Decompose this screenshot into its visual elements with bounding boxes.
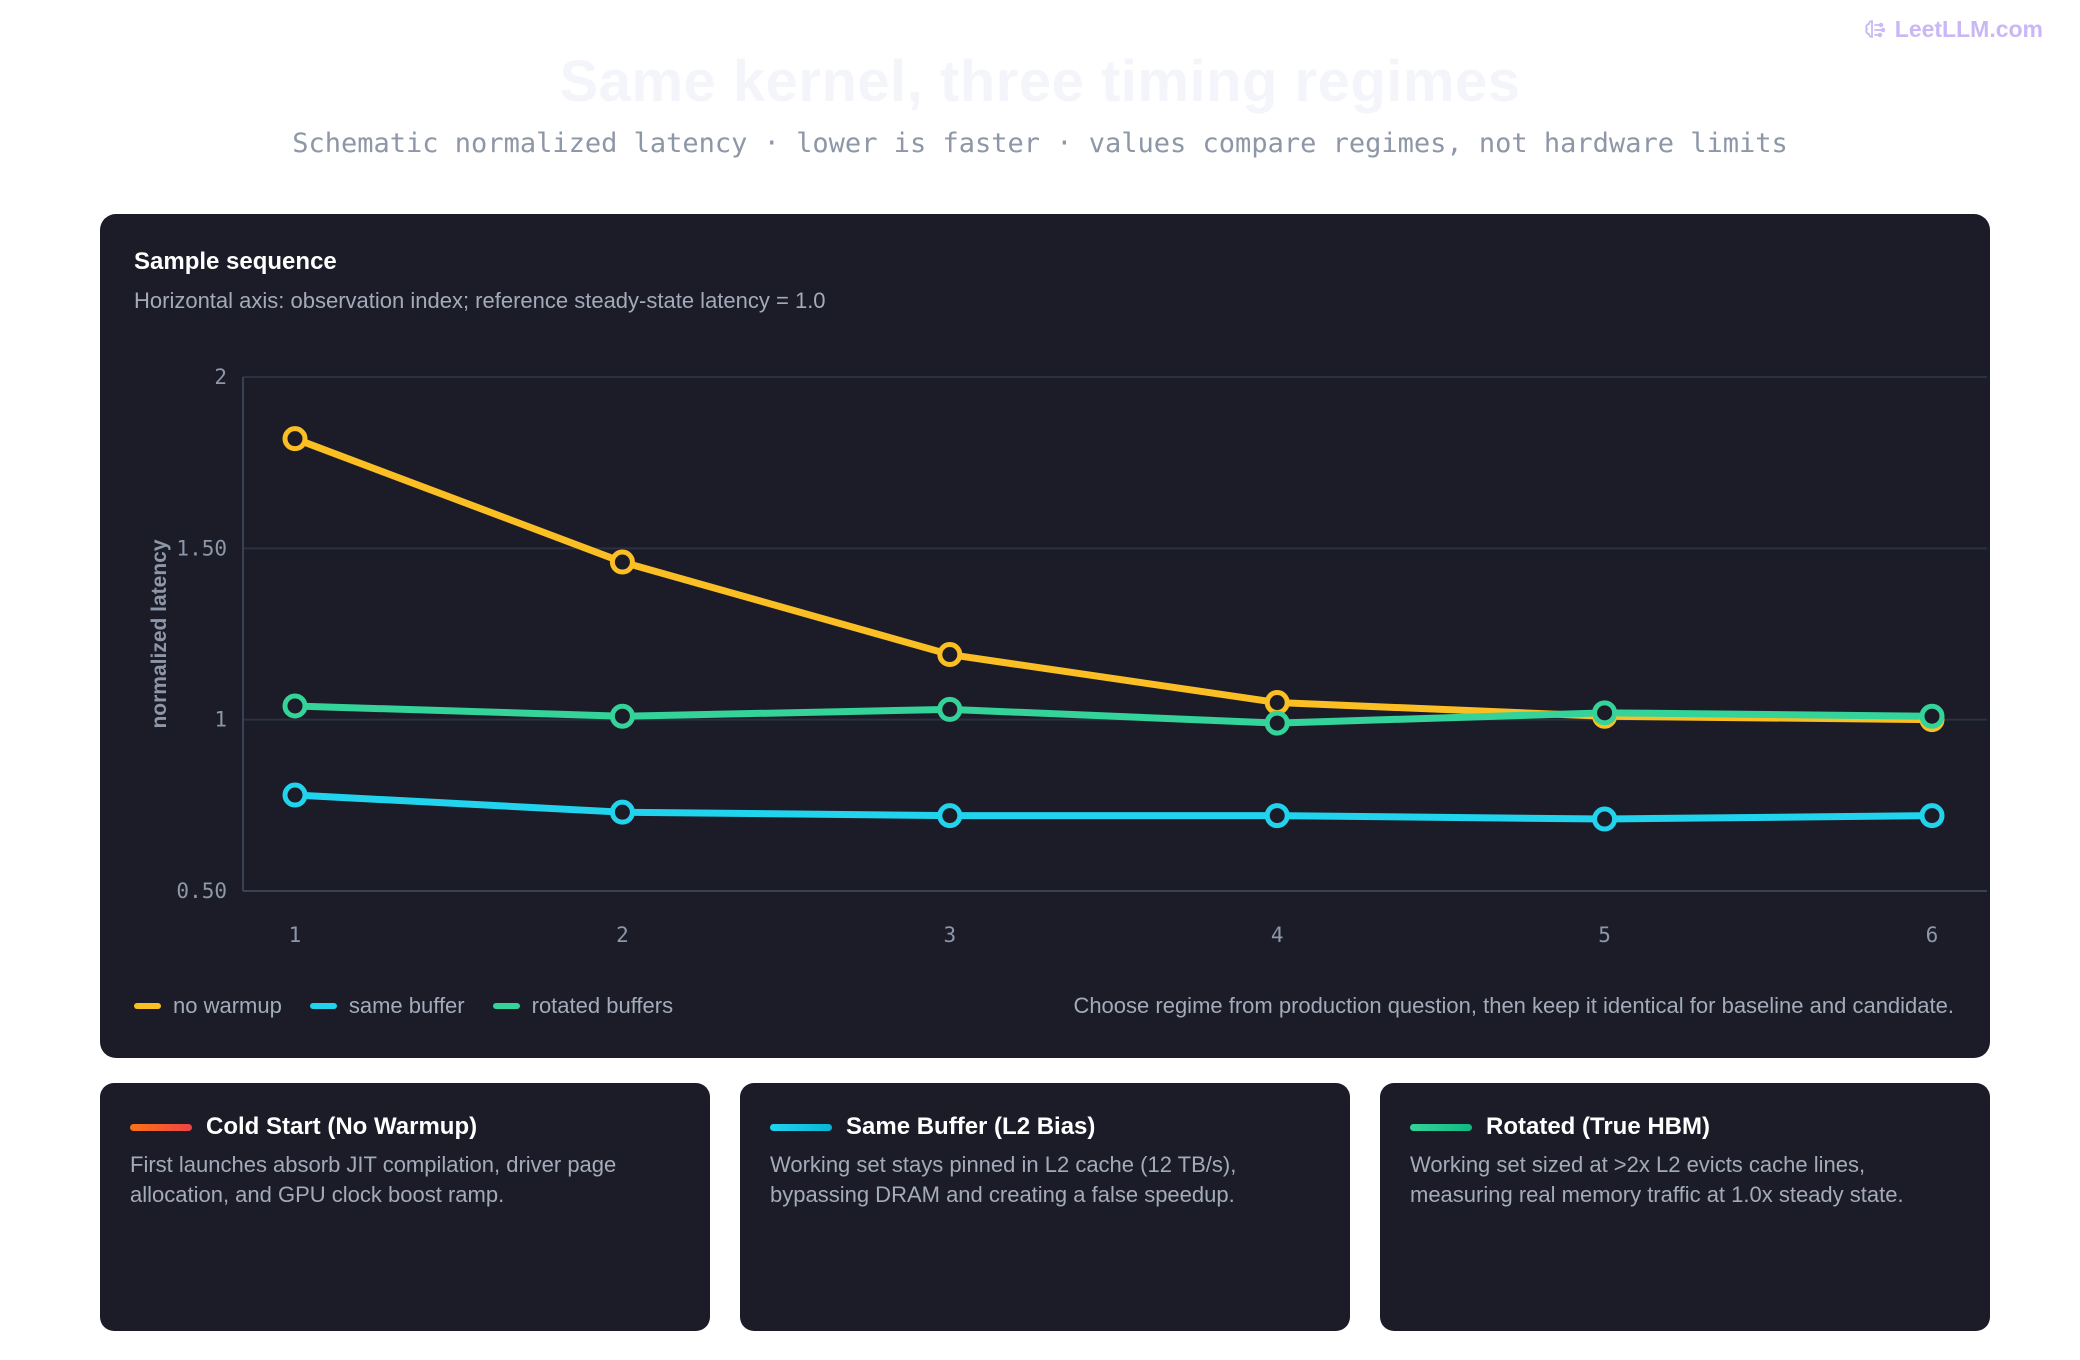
data-point (1264, 803, 1290, 829)
brain-icon (1865, 19, 1885, 38)
series-line (291, 435, 1936, 724)
legend-swatch (492, 1003, 520, 1009)
card-title: Same Buffer (L2 Bias) (846, 1113, 1096, 1140)
series-line (291, 791, 1936, 823)
x-tick-label: 1 (289, 923, 302, 947)
chart-panel: Sample sequence Horizontal axis: observa… (100, 214, 1990, 1058)
legend-label: rotated buffers (531, 993, 674, 1018)
data-point (1919, 803, 1945, 829)
y-tick-label: 1.50 (176, 536, 227, 560)
card-title: Cold Start (No Warmup) (206, 1113, 478, 1140)
card-text-line: bypassing DRAM and creating a false spee… (770, 1182, 1235, 1207)
card-text-line: measuring real memory traffic at 1.0x st… (1410, 1182, 1904, 1207)
data-point (609, 799, 635, 825)
x-tick-label: 3 (943, 923, 956, 947)
brand-logo[interactable]: LeetLLM.com (1863, 16, 2043, 43)
legend-swatch (134, 1003, 161, 1009)
legend-item: same buffer (309, 993, 465, 1019)
chart-legend: no warmup same buffer rotated buffers (134, 993, 673, 1019)
data-point (937, 642, 963, 668)
y-tick-label: 0.50 (176, 879, 227, 903)
card-rotated: Rotated (True HBM) Working set sized at … (1380, 1083, 1990, 1331)
data-point (937, 803, 963, 829)
data-point (282, 693, 308, 719)
line-chart: 0.50 1 1.50 2 1 2 3 4 5 6 normalized latency (148, 365, 1987, 947)
chart-note: Choose regime from production question, … (1073, 993, 1954, 1018)
y-axis-label: normalized latency (148, 539, 171, 728)
card-text-line: Working set sized at >2x L2 evicts cache… (1410, 1152, 1866, 1177)
y-tick-label: 1 (214, 708, 227, 732)
chart-title: Sample sequence (134, 248, 337, 275)
x-tick-label: 2 (616, 923, 629, 947)
card-same-buffer: Same Buffer (L2 Bias) Working set stays … (740, 1083, 1350, 1331)
card-cold-start: Cold Start (No Warmup) First launches ab… (100, 1083, 710, 1331)
card-description: Working set stays pinned in L2 cache (12… (770, 1150, 1325, 1210)
y-tick-label: 2 (214, 365, 227, 389)
series-line (291, 702, 1936, 727)
x-tick-label: 5 (1598, 923, 1611, 947)
chart-subtitle: Horizontal axis: observation index; refe… (134, 288, 826, 313)
card-color-bar (130, 1123, 192, 1131)
x-tick-label: 6 (1926, 923, 1939, 947)
card-description: First launches absorb JIT compilation, d… (130, 1150, 685, 1210)
page-title: Same kernel, three timing regimes (559, 49, 1521, 114)
legend-label: same buffer (348, 993, 465, 1018)
card-text-line: First launches absorb JIT compilation, d… (130, 1152, 617, 1177)
data-point (1919, 703, 1945, 729)
card-description: Working set sized at >2x L2 evicts cache… (1410, 1150, 1965, 1210)
card-text-line: allocation, and GPU clock boost ramp. (130, 1182, 505, 1207)
legend-item: rotated buffers (492, 993, 674, 1019)
data-point (609, 703, 635, 729)
card-color-bar (1410, 1123, 1472, 1131)
data-point (282, 782, 308, 808)
data-point (1264, 710, 1290, 736)
data-point (1264, 690, 1290, 716)
legend-item: no warmup (134, 993, 282, 1019)
card-title: Rotated (True HBM) (1486, 1113, 1710, 1140)
data-point (1592, 700, 1618, 726)
data-point (937, 696, 963, 722)
data-point (609, 549, 635, 575)
brand-label: LeetLLM.com (1894, 16, 2043, 42)
x-tick-label: 4 (1271, 923, 1284, 947)
card-text-line: Working set stays pinned in L2 cache (12… (770, 1152, 1237, 1177)
legend-swatch (309, 1003, 337, 1009)
data-point (1592, 806, 1618, 832)
card-color-bar (770, 1123, 832, 1131)
page-subtitle: Schematic normalized latency · lower is … (292, 128, 1788, 159)
data-point (282, 426, 308, 452)
legend-label: no warmup (173, 993, 282, 1018)
